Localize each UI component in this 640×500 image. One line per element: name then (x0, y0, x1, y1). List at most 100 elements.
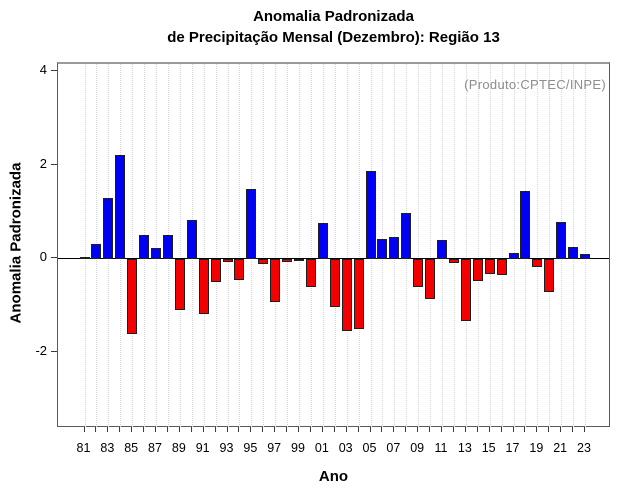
anomaly-bar-99 (294, 259, 304, 261)
year-gridline (549, 64, 551, 427)
anomaly-bar-16 (496, 259, 507, 275)
year-gridline (239, 64, 241, 427)
x-tick (429, 427, 431, 432)
year-gridline (310, 64, 312, 427)
x-tick (369, 427, 371, 432)
x-axis-label: Ano (318, 468, 349, 485)
zero-line (58, 258, 609, 259)
x-tick-label: 17 (505, 441, 520, 455)
anomaly-bar-05 (365, 171, 376, 259)
x-tick (417, 427, 419, 432)
year-gridline (430, 64, 432, 427)
anomaly-bar-08 (401, 213, 412, 259)
year-gridline (203, 64, 205, 427)
y-tick-label: 4 (39, 62, 47, 77)
anomaly-bar-12 (448, 259, 459, 263)
y-tick-label: 0 (39, 249, 47, 264)
anomaly-bar-87 (151, 248, 161, 259)
x-tick-label: 11 (434, 441, 448, 455)
x-tick (536, 427, 538, 432)
y-tick-label: -2 (35, 342, 47, 358)
y-tick-label: 2 (39, 155, 47, 171)
x-tick (560, 427, 562, 432)
anomaly-bar-15 (484, 259, 495, 274)
anomaly-bar-81 (79, 257, 90, 259)
year-gridline (156, 64, 157, 427)
x-tick (452, 427, 454, 432)
anomaly-bar-94 (234, 259, 245, 280)
anomaly-bar-86 (139, 235, 150, 259)
anomaly-bar-13 (460, 259, 471, 321)
x-tick (226, 427, 228, 432)
anomaly-bar-97 (270, 259, 281, 302)
x-tick (381, 427, 383, 432)
anomaly-bar-96 (258, 259, 269, 264)
anomaly-bar-09 (413, 259, 424, 287)
x-tick-label: 81 (76, 441, 91, 455)
x-tick-label: 05 (362, 441, 377, 455)
anomaly-bar-93 (222, 259, 233, 262)
year-gridline (287, 64, 289, 427)
x-tick (405, 427, 407, 432)
year-gridline (132, 64, 134, 427)
x-tick (309, 427, 311, 432)
anomaly-bar-06 (377, 239, 388, 259)
year-gridline (537, 64, 539, 427)
anomaly-bar-04 (353, 259, 364, 329)
x-tick (95, 427, 97, 432)
source-annotation: (Produto:CPTEC/INPE) (464, 77, 606, 92)
year-gridline (299, 64, 300, 427)
x-tick (107, 427, 109, 432)
anomaly-bar-23 (580, 254, 590, 259)
anomaly-bar-02 (329, 259, 340, 307)
x-tick-label: 95 (243, 441, 258, 455)
anomaly-bar-89 (174, 259, 185, 310)
x-tick (357, 427, 359, 432)
x-tick-label: 87 (148, 441, 162, 455)
x-tick (262, 427, 264, 432)
year-gridline (346, 64, 348, 427)
anomaly-bar-95 (246, 189, 257, 259)
x-tick (333, 427, 335, 432)
anomaly-bar-83 (103, 198, 114, 259)
x-tick (143, 427, 145, 432)
anomaly-bar-00 (305, 259, 316, 287)
year-gridline (573, 64, 575, 427)
x-tick (488, 427, 490, 432)
x-tick (214, 427, 216, 432)
x-tick (524, 427, 526, 432)
x-tick (500, 427, 502, 432)
anomaly-bar-19 (532, 259, 543, 267)
anomaly-bar-10 (425, 259, 436, 299)
y-tick (51, 163, 57, 165)
x-tick-label: 97 (267, 441, 282, 455)
year-gridline (179, 64, 181, 427)
x-tick (238, 427, 240, 432)
year-gridline (585, 64, 586, 427)
chart-title-line1: Anomalia Padronizada (253, 8, 414, 25)
year-gridline (501, 64, 503, 427)
x-tick-label: 19 (529, 441, 544, 455)
x-tick (250, 427, 252, 432)
x-tick (166, 427, 168, 432)
anomaly-bar-11 (437, 240, 447, 259)
anomaly-bar-14 (472, 259, 483, 281)
x-tick (441, 427, 442, 432)
anomaly-bar-07 (389, 237, 400, 259)
x-tick (548, 427, 550, 432)
x-tick (298, 427, 299, 432)
anomaly-bar-21 (556, 222, 567, 259)
year-gridline (465, 64, 467, 427)
y-axis-label: Anomalia Padronizada (7, 162, 25, 324)
year-gridline (453, 64, 455, 427)
x-tick-label: 99 (291, 441, 305, 455)
x-tick (393, 427, 395, 432)
y-tick (51, 257, 57, 258)
anomaly-bar-92 (210, 259, 221, 282)
anomaly-bar-01 (317, 223, 328, 259)
x-tick-label: 83 (100, 441, 115, 455)
anomaly-bar-85 (127, 259, 138, 334)
x-tick (464, 427, 466, 432)
x-tick (476, 427, 478, 432)
anomaly-bar-84 (115, 155, 126, 259)
